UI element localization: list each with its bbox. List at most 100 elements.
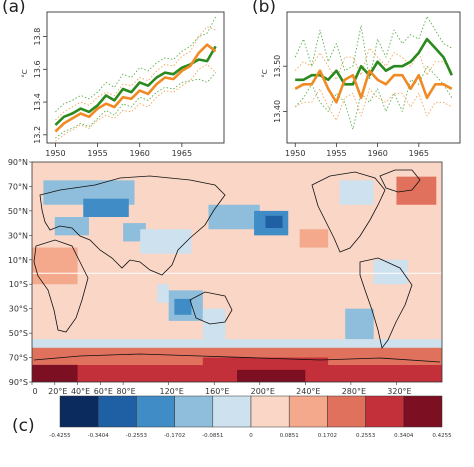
map-lon-label-0: 0: [32, 387, 37, 396]
continent-outline-4: [379, 169, 421, 193]
map-frame: [31, 161, 443, 383]
x-tick-label-b-0: 1950: [285, 149, 305, 158]
continent-outline-3: [311, 171, 386, 253]
map-lat-label-5: 10°S: [9, 280, 28, 289]
colorbar-swatch-5: [250, 395, 290, 428]
map-cell-22: [32, 364, 78, 382]
map-lon-label-5: 120°E: [160, 387, 184, 396]
map-lon-label-2: 40°E: [71, 387, 90, 396]
colorbar-swatch-2: [136, 395, 175, 428]
map-lat-label-6: 30°S: [9, 305, 28, 314]
colorbar-swatch-1: [97, 395, 137, 428]
map-cell-10: [396, 176, 437, 205]
colorbar-label-7: 0.1702: [318, 433, 337, 439]
map-cell-2: [54, 217, 89, 236]
y-tick-label-b-1: 13.50: [273, 55, 282, 78]
colorbar-swatch-0: [59, 395, 99, 428]
map-lat-label-3: 30°N: [8, 231, 28, 240]
map-cell-20: [32, 347, 442, 365]
x-tick-label-a-3: 1965: [172, 149, 192, 158]
map-lon-label-10: 320°E: [387, 387, 411, 396]
series-a-model-2: [55, 16, 216, 113]
series-a-model-3: [55, 72, 216, 139]
x-tick-label-b-2: 1960: [367, 149, 387, 158]
y-axis-label-a: °C: [21, 69, 29, 78]
map-lon-label-1: 20°E: [48, 387, 67, 396]
series-b-model-0: [295, 37, 453, 86]
map-lon-label-4: 80°E: [116, 387, 135, 396]
y-tick-label-a-0: 13.2: [33, 126, 42, 144]
colorbar-swatch-4: [212, 395, 252, 428]
colorbar-swatch-7: [327, 395, 366, 428]
map-cell-24: [202, 357, 329, 370]
map-cell-11: [32, 275, 442, 287]
plot-frame-b: [286, 11, 461, 144]
series-b-obs-5: [294, 88, 453, 121]
map-lat-label-0: 90°N: [8, 158, 28, 167]
map-cell-4: [140, 229, 192, 254]
map-cell-19: [32, 339, 442, 348]
colorbar-label-4: -0.0851: [202, 433, 223, 439]
map-cell-18: [32, 247, 78, 285]
colorbar-label-6: 0.0851: [280, 433, 299, 439]
map-lon-label-6: 160°E: [205, 387, 229, 396]
map-lon-label-7: 200°E: [251, 387, 275, 396]
series-a-obs-1: [54, 43, 217, 133]
map-cell-5: [208, 204, 260, 230]
series-a-obs-4: [55, 26, 216, 121]
series-b-obs-1: [294, 69, 453, 104]
map-lat-label-7: 50°S: [9, 329, 28, 338]
colorbar-label-1: -0.3404: [88, 433, 110, 439]
colorbar-swatch-3: [174, 395, 214, 428]
continent-outline-1: [33, 239, 89, 333]
map-cell-13: [174, 298, 192, 315]
map-cell-16: [345, 308, 374, 340]
colorbar-label-8: 0.2553: [356, 433, 376, 439]
colorbar-label-2: -0.2553: [126, 433, 148, 439]
colorbar-label-3: -0.1702: [164, 433, 185, 439]
x-tick-label-b-1: 1955: [326, 149, 346, 158]
map-lon-label-9: 280°E: [342, 387, 366, 396]
continent-outline-5: [359, 257, 413, 349]
map-cell-15: [202, 308, 226, 340]
map-lat-label-8: 70°S: [9, 354, 28, 363]
map-cell-8: [299, 229, 329, 248]
y-tick-label-a-1: 13.4: [33, 93, 42, 111]
map-cell-14: [157, 284, 169, 303]
map-lon-label-8: 240°E: [296, 387, 320, 396]
series-b-model-3: [294, 65, 453, 130]
colorbar-swatch-6: [288, 395, 328, 428]
x-tick-label-a-1: 1955: [87, 149, 107, 158]
map-lat-label-4: 10°N: [8, 256, 28, 265]
map-cell-7: [265, 215, 283, 228]
y-tick-label-a-3: 13.8: [33, 28, 42, 46]
x-tick-label-a-2: 1960: [130, 149, 150, 158]
panel-label-c: (c): [12, 416, 35, 436]
continent-outline-6: [33, 353, 441, 363]
map-lat-label-1: 70°N: [8, 182, 28, 191]
y-tick-label-b-0: 13.40: [273, 100, 282, 123]
plot-frame-a: [46, 11, 225, 144]
colorbar-label-0: -0.4255: [49, 433, 71, 439]
colorbar-swatch-8: [365, 395, 405, 428]
colorbar-label-5: 0: [249, 433, 253, 439]
colorbar-label-9: 0.3404: [394, 433, 414, 439]
x-tick-label-b-3: 1965: [409, 149, 429, 158]
panel-label-b: (b): [252, 0, 277, 17]
map-lat-label-2: 50°N: [8, 207, 28, 216]
y-axis-label-b: °C: [261, 69, 269, 78]
continent-outline-2: [189, 291, 233, 325]
y-tick-label-a-2: 13.6: [33, 60, 42, 78]
map-cell-1: [83, 198, 129, 217]
x-tick-label-a-0: 1950: [45, 149, 65, 158]
panel-label-a: (a): [2, 0, 26, 17]
colorbar-label-10: 0.4255: [432, 433, 452, 439]
series-a-model-0: [54, 45, 217, 126]
colorbar-swatch-9: [403, 395, 443, 428]
continent-outline-0: [39, 175, 226, 276]
map-cell-23: [237, 369, 306, 382]
series-a-obs-5: [55, 63, 216, 142]
map-lon-label-3: 60°E: [94, 387, 113, 396]
map-cell-9: [339, 180, 374, 205]
